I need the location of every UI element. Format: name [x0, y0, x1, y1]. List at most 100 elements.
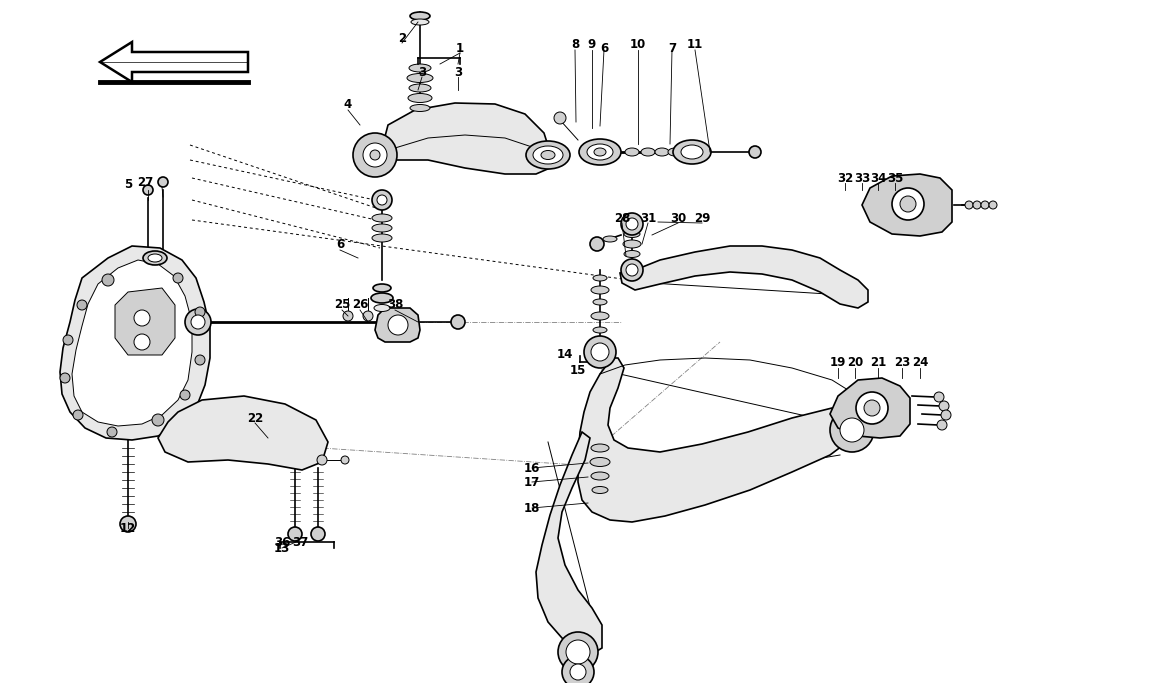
Circle shape — [989, 201, 997, 209]
Circle shape — [135, 310, 150, 326]
Text: 28: 28 — [614, 212, 630, 225]
Ellipse shape — [371, 224, 392, 232]
Circle shape — [185, 309, 210, 335]
Text: 31: 31 — [639, 212, 657, 225]
Polygon shape — [115, 288, 175, 355]
Circle shape — [856, 392, 888, 424]
Text: 36: 36 — [274, 535, 290, 548]
Text: 38: 38 — [386, 298, 404, 311]
Circle shape — [626, 264, 638, 276]
Text: 25: 25 — [334, 298, 351, 311]
Ellipse shape — [411, 104, 430, 111]
Text: 13: 13 — [274, 542, 290, 555]
Ellipse shape — [408, 94, 432, 102]
Text: 24: 24 — [912, 355, 928, 369]
Circle shape — [196, 355, 205, 365]
Ellipse shape — [409, 64, 431, 72]
Ellipse shape — [591, 312, 610, 320]
Ellipse shape — [595, 148, 606, 156]
Ellipse shape — [371, 214, 392, 222]
Circle shape — [590, 237, 604, 251]
Text: 2: 2 — [398, 31, 406, 44]
Circle shape — [107, 427, 117, 437]
Circle shape — [981, 201, 989, 209]
Polygon shape — [578, 358, 852, 522]
Text: 3: 3 — [417, 66, 426, 79]
Ellipse shape — [641, 148, 656, 156]
Ellipse shape — [371, 293, 393, 303]
Text: 30: 30 — [669, 212, 687, 225]
Ellipse shape — [673, 140, 711, 164]
Circle shape — [570, 664, 586, 680]
Text: 23: 23 — [894, 355, 910, 369]
Ellipse shape — [656, 148, 669, 156]
Polygon shape — [100, 42, 248, 82]
Circle shape — [892, 188, 923, 220]
Text: 22: 22 — [247, 411, 263, 425]
Circle shape — [388, 315, 408, 335]
Ellipse shape — [371, 234, 392, 242]
Text: 26: 26 — [352, 298, 368, 311]
Ellipse shape — [143, 251, 167, 265]
Circle shape — [152, 414, 164, 426]
Text: 5: 5 — [124, 178, 132, 191]
Circle shape — [940, 401, 949, 411]
Circle shape — [158, 177, 168, 187]
Ellipse shape — [411, 12, 430, 20]
Ellipse shape — [590, 458, 610, 466]
Circle shape — [621, 259, 643, 281]
Polygon shape — [620, 246, 868, 308]
Circle shape — [353, 133, 397, 177]
Circle shape — [554, 112, 566, 124]
Text: 32: 32 — [837, 171, 853, 184]
Text: 6: 6 — [600, 42, 608, 55]
Text: 16: 16 — [523, 462, 540, 475]
Circle shape — [317, 455, 327, 465]
Circle shape — [196, 307, 205, 317]
Polygon shape — [830, 378, 910, 438]
Ellipse shape — [668, 148, 682, 156]
Ellipse shape — [374, 305, 390, 311]
Text: 9: 9 — [588, 38, 596, 51]
Circle shape — [558, 632, 598, 672]
Text: 17: 17 — [524, 475, 540, 488]
Circle shape — [288, 527, 302, 541]
Ellipse shape — [540, 150, 555, 160]
Circle shape — [584, 336, 616, 368]
Text: 12: 12 — [120, 522, 136, 535]
Circle shape — [120, 516, 136, 532]
Circle shape — [172, 273, 183, 283]
Ellipse shape — [373, 284, 391, 292]
Ellipse shape — [407, 74, 434, 83]
Text: 6: 6 — [336, 238, 344, 251]
Circle shape — [343, 311, 353, 321]
Text: 8: 8 — [570, 38, 580, 51]
Circle shape — [621, 213, 643, 235]
Circle shape — [72, 410, 83, 420]
Text: 1: 1 — [455, 42, 465, 55]
Ellipse shape — [532, 146, 564, 164]
Ellipse shape — [624, 148, 639, 156]
Ellipse shape — [592, 486, 608, 494]
Circle shape — [562, 656, 595, 683]
Circle shape — [342, 456, 348, 464]
Text: 15: 15 — [569, 363, 586, 376]
Ellipse shape — [681, 145, 703, 159]
Ellipse shape — [411, 19, 429, 25]
Circle shape — [371, 190, 392, 210]
Ellipse shape — [591, 472, 610, 480]
Circle shape — [937, 420, 946, 430]
Ellipse shape — [591, 286, 610, 294]
Text: 10: 10 — [630, 38, 646, 51]
Circle shape — [377, 195, 388, 205]
Polygon shape — [158, 396, 328, 470]
Circle shape — [60, 373, 70, 383]
Text: 37: 37 — [292, 535, 308, 548]
Text: 34: 34 — [869, 171, 887, 184]
Ellipse shape — [578, 139, 621, 165]
Circle shape — [840, 418, 864, 442]
Ellipse shape — [593, 275, 607, 281]
Text: 3: 3 — [454, 66, 462, 79]
Circle shape — [749, 146, 761, 158]
Polygon shape — [862, 174, 952, 236]
